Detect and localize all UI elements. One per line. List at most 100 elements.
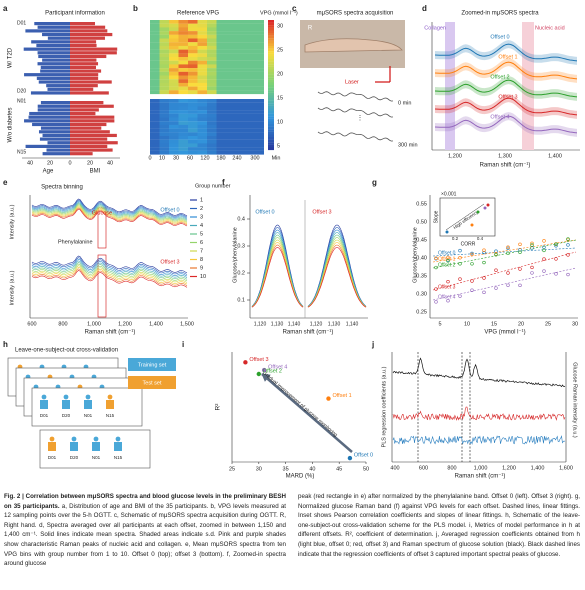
annotation: Phenylalanine bbox=[58, 239, 93, 245]
heatmap-cell bbox=[254, 60, 264, 65]
axis-line bbox=[445, 203, 485, 231]
heatmap-cell bbox=[178, 128, 188, 133]
mean-spectrum bbox=[434, 61, 578, 80]
scatter-point bbox=[326, 396, 331, 401]
person bbox=[49, 436, 55, 442]
age-bar bbox=[31, 40, 70, 44]
heatmap-cell bbox=[197, 57, 207, 61]
heatmap-cell bbox=[188, 38, 198, 43]
heatmap-cell bbox=[207, 102, 217, 107]
heatmap-cell bbox=[188, 86, 198, 91]
heatmap-cell bbox=[216, 121, 226, 125]
heatmap-cell bbox=[226, 143, 236, 148]
heatmap-cell bbox=[254, 147, 264, 151]
heatmap-cell bbox=[235, 75, 245, 80]
x-tick-label: 5 bbox=[438, 321, 441, 327]
heatmap-cell bbox=[188, 99, 198, 103]
heatmap-cell bbox=[169, 143, 179, 148]
id-label: N01 bbox=[84, 413, 93, 418]
heatmap-cell bbox=[216, 38, 226, 43]
heatmap-cell bbox=[216, 106, 226, 111]
heatmap-cell bbox=[254, 27, 264, 32]
heatmap-cell bbox=[159, 71, 169, 76]
heatmap-cell bbox=[150, 102, 160, 107]
heatmap-cell bbox=[178, 90, 188, 95]
heatmap-cell bbox=[254, 57, 264, 61]
age-bar bbox=[47, 87, 70, 91]
bmi-bar bbox=[70, 65, 96, 69]
heatmap-cell bbox=[207, 45, 217, 50]
heatmap-cell bbox=[188, 132, 198, 137]
heatmap-cell bbox=[226, 64, 236, 69]
heatmap-cell bbox=[197, 102, 207, 107]
scatter-point bbox=[434, 287, 438, 291]
heatmap-cell bbox=[235, 143, 245, 148]
age-bar bbox=[42, 133, 70, 138]
scatter-point bbox=[566, 272, 570, 277]
bmi-bar bbox=[70, 80, 112, 84]
heatmap-cell bbox=[254, 90, 264, 95]
heatmap-cell bbox=[178, 20, 188, 24]
colorbar bbox=[268, 87, 274, 91]
heatmap-cell bbox=[216, 150, 226, 155]
heatmap-cell bbox=[207, 124, 217, 129]
offset-label: Offset 3 bbox=[312, 209, 331, 215]
age-bar bbox=[30, 91, 71, 95]
binned-spectrum bbox=[31, 265, 188, 283]
heatmap-cell bbox=[216, 79, 226, 83]
heatmap-cell bbox=[150, 82, 160, 87]
heatmap-cell bbox=[159, 42, 169, 46]
x-tick-label: 1,600 bbox=[559, 465, 573, 471]
heatmap-cell bbox=[169, 106, 179, 111]
binned-spectrum bbox=[31, 208, 188, 227]
heatmap-cell bbox=[245, 102, 255, 107]
colorbar bbox=[268, 113, 274, 117]
heatmap-cell bbox=[178, 106, 188, 111]
age-bar bbox=[38, 54, 70, 59]
heatmap-cell bbox=[254, 99, 264, 103]
heatmap-cell bbox=[226, 132, 236, 137]
heatmap-cell bbox=[178, 150, 188, 155]
glucose-box bbox=[97, 207, 107, 249]
bmi-bar bbox=[70, 111, 96, 116]
heatmap-cell bbox=[150, 68, 160, 72]
heatmap-cell bbox=[226, 71, 236, 76]
colorbar-tick: 20 bbox=[277, 71, 283, 77]
heatmap-cell bbox=[226, 75, 236, 80]
heatmap-cell bbox=[169, 27, 179, 32]
panel-label: c bbox=[292, 4, 297, 13]
heatmap-cell bbox=[169, 42, 179, 46]
bmi-bar bbox=[70, 43, 97, 48]
person bbox=[48, 442, 56, 451]
colorbar bbox=[268, 95, 274, 99]
heatmap-cell bbox=[254, 102, 264, 107]
inset-scale: ×0.001 bbox=[441, 191, 457, 197]
heatmap-cell bbox=[254, 79, 264, 83]
heatmap-cell bbox=[254, 139, 264, 144]
x-tick-label: 10 bbox=[464, 321, 470, 327]
offset-label: Offset 3 bbox=[160, 259, 179, 265]
bmi-bar bbox=[70, 36, 105, 40]
offset-label: Offset 1 bbox=[498, 54, 517, 60]
age-bar bbox=[37, 25, 70, 29]
scatter-point bbox=[446, 255, 450, 260]
heatmap-cell bbox=[254, 143, 264, 148]
heatmap-cell bbox=[226, 20, 236, 24]
heatmap-cell bbox=[245, 82, 255, 87]
heatmap-cell bbox=[207, 136, 217, 140]
heatmap-cell bbox=[235, 86, 245, 91]
heatmap-cell bbox=[226, 79, 236, 83]
heatmap-cell bbox=[197, 124, 207, 129]
heatmap-cell bbox=[254, 117, 264, 122]
legend-box bbox=[128, 358, 176, 371]
scatter-point bbox=[506, 251, 510, 256]
x-tick-label: 45 bbox=[336, 466, 342, 472]
heatmap-cell bbox=[159, 38, 169, 43]
mean-spectrum bbox=[434, 79, 578, 98]
heatmap-cell bbox=[188, 57, 198, 61]
colorbar bbox=[268, 53, 274, 57]
heatmap-cell bbox=[159, 90, 169, 95]
heatmap-cell bbox=[197, 64, 207, 69]
heatmap-cell bbox=[235, 79, 245, 83]
person bbox=[71, 436, 77, 442]
